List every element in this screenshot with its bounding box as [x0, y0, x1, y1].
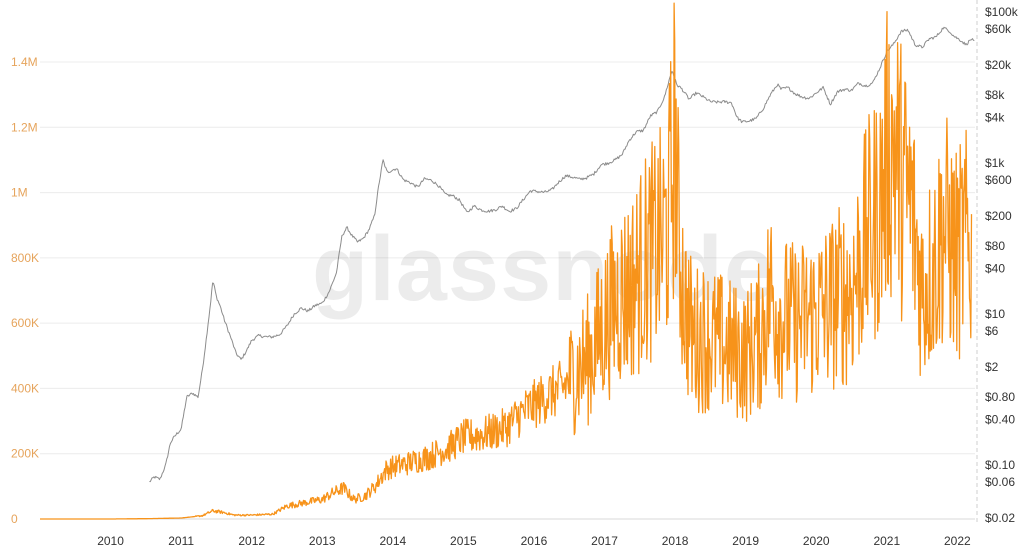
right-tick-label: $2	[985, 360, 999, 374]
left-tick-label: 800K	[11, 251, 39, 265]
right-tick-label: $40	[985, 262, 1005, 276]
right-tick-label: $8k	[985, 88, 1005, 102]
series-layer	[40, 2, 975, 520]
left-tick-label: 200K	[11, 447, 39, 461]
gridlines	[40, 61, 975, 520]
x-tick-label: 2020	[803, 534, 830, 548]
right-tick-label: $6	[985, 324, 999, 338]
right-tick-label: $200	[985, 209, 1012, 223]
x-tick-label: 2021	[873, 534, 900, 548]
x-tick-label: 2012	[238, 534, 265, 548]
series-line-orange	[40, 2, 973, 520]
x-axis-ticks: 2010 2011 2012 2013 2014 2015 2016 2017 2018 2019…	[97, 534, 971, 548]
x-tick-label: 2017	[591, 534, 618, 548]
left-tick-label: 1M	[11, 186, 28, 200]
x-tick-label: 2016	[521, 534, 548, 548]
x-tick-label: 2015	[450, 534, 477, 548]
x-tick-label: 2019	[732, 534, 759, 548]
right-tick-label: $4k	[985, 111, 1005, 125]
watermark-text: glassnode	[312, 218, 776, 320]
left-axis-ticks: 0 200K 400K 600K 800K 1M 1.2M 1.4M	[11, 55, 39, 526]
series-line-price	[149, 26, 975, 483]
right-tick-label: $600	[985, 173, 1012, 187]
left-tick-label: 600K	[11, 316, 39, 330]
x-tick-label: 2018	[662, 534, 689, 548]
right-tick-label: $10	[985, 307, 1005, 321]
right-tick-label: $80	[985, 239, 1005, 253]
left-tick-label: 1.2M	[11, 120, 38, 134]
right-tick-label: $0.40	[985, 413, 1015, 427]
x-tick-label: 2013	[309, 534, 336, 548]
right-tick-label: $1k	[985, 156, 1005, 170]
left-tick-label: 1.4M	[11, 55, 38, 69]
left-tick-label: 0	[11, 512, 18, 526]
right-tick-label: $0.10	[985, 458, 1015, 472]
right-axis-ticks: $0.02 $0.06 $0.10 $0.40 $0.80 $2 $6 $10 $40 $80 $2…	[985, 5, 1019, 525]
x-tick-label: 2010	[97, 534, 124, 548]
right-tick-label: $20k	[985, 58, 1012, 72]
right-tick-label: $0.06	[985, 475, 1015, 489]
right-tick-label: $0.80	[985, 390, 1015, 404]
x-tick-label: 2014	[379, 534, 406, 548]
right-tick-label: $60k	[985, 22, 1012, 36]
right-tick-label: $0.02	[985, 511, 1015, 525]
left-tick-label: 400K	[11, 381, 39, 395]
right-tick-label: $100k	[985, 5, 1019, 19]
x-tick-label: 2022	[944, 534, 971, 548]
x-tick-label: 2011	[168, 534, 194, 548]
